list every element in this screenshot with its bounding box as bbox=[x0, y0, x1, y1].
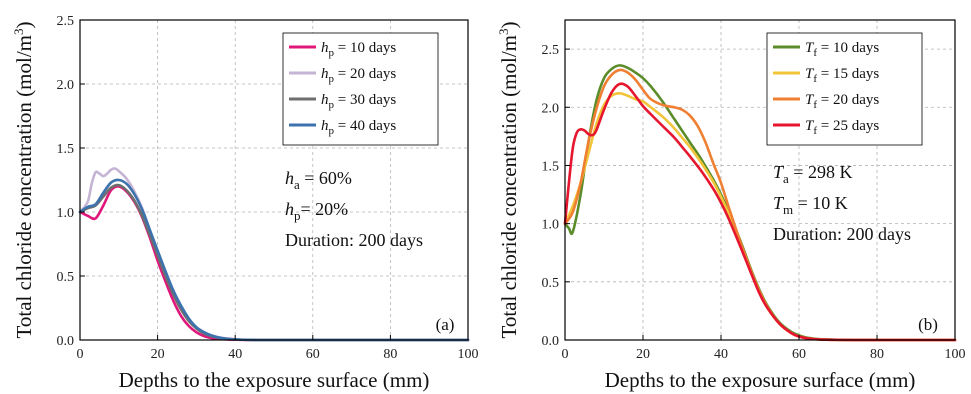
y-tick-label: 0.5 bbox=[57, 270, 75, 285]
x-tick-label: 100 bbox=[945, 347, 966, 362]
chart-panel-b: 0 20 40 60 80 100 0.0 0.5 1.0 1.5 2.0 2.5 Depths to … bbox=[496, 19, 966, 392]
annotation-block: Ta = 298 K Tm = 10 K Duration: 200 days bbox=[773, 162, 911, 244]
annotation-text: Duration: 200 days bbox=[285, 230, 423, 250]
y-tick-label: 1.0 bbox=[542, 218, 560, 233]
y-tick-label: 1.5 bbox=[542, 159, 560, 174]
y-axis-label: Total chloride concentration (mol/m3) bbox=[11, 21, 36, 338]
legend-item: hp = 30 days bbox=[289, 92, 396, 111]
series-line-3 bbox=[78, 183, 470, 342]
chart-panel-a: 0 20 40 60 80 100 0.0 0.5 1.0 1.5 2.0 2.5 Depths to … bbox=[11, 14, 479, 392]
y-tick-label: 0.0 bbox=[542, 334, 560, 349]
x-tick-label: 0 bbox=[562, 347, 569, 362]
legend: Tf = 10 days Tf = 15 days Tf = 20 days Tf =… bbox=[766, 32, 923, 146]
y-tick-label: 1.5 bbox=[57, 142, 75, 157]
x-tick-label: 60 bbox=[792, 347, 806, 362]
y-tick-label: 2.0 bbox=[57, 78, 75, 93]
x-tick-label: 100 bbox=[458, 347, 479, 362]
series-line-4 bbox=[78, 178, 470, 342]
x-axis-label: Depths to the exposure surface (mm) bbox=[605, 368, 916, 392]
annotation-text: Duration: 200 days bbox=[773, 224, 911, 244]
annotation-block: ha = 60% hp= 20% Duration: 200 days bbox=[285, 168, 423, 250]
legend-label: Tf = 20 days bbox=[805, 92, 879, 111]
x-tick-label: 0 bbox=[77, 347, 84, 362]
annotation-text: ha = 60% bbox=[285, 168, 352, 192]
legend-item: hp = 10 days bbox=[289, 40, 396, 59]
annotation-text: Tm = 10 K bbox=[773, 193, 848, 217]
y-axis-label: Total chloride concentration (mol/m3) bbox=[496, 21, 521, 338]
x-tick-label: 80 bbox=[383, 347, 397, 362]
x-tick-label: 80 bbox=[870, 347, 884, 362]
annotation-text: hp= 20% bbox=[285, 199, 348, 223]
legend-item: Tf = 20 days bbox=[773, 92, 879, 111]
series-line-4 bbox=[563, 82, 957, 342]
x-tick-label: 20 bbox=[636, 347, 650, 362]
legend-label: hp = 20 days bbox=[321, 66, 396, 85]
x-tick-label: 40 bbox=[228, 347, 242, 362]
annotation-text: Ta = 298 K bbox=[773, 162, 852, 186]
legend-label: Tf = 15 days bbox=[805, 66, 879, 85]
y-tick-label: 0.5 bbox=[542, 276, 560, 291]
y-tick-label: 2.5 bbox=[542, 43, 560, 58]
ticks: 0 20 40 60 80 100 0.0 0.5 1.0 1.5 2.0 2.5 bbox=[542, 43, 966, 362]
plot-frame bbox=[79, 19, 469, 341]
x-axis-label: Depths to the exposure surface (mm) bbox=[119, 368, 430, 392]
legend-label: Tf = 25 days bbox=[805, 118, 879, 137]
panel-label: (a) bbox=[436, 315, 455, 334]
legend-label: hp = 30 days bbox=[321, 92, 396, 111]
series-line-2 bbox=[78, 167, 470, 342]
series-group bbox=[563, 64, 957, 342]
legend-label: Tf = 10 days bbox=[805, 40, 879, 59]
x-tick-label: 20 bbox=[151, 347, 165, 362]
x-tick-label: 60 bbox=[306, 347, 320, 362]
legend-label: hp = 40 days bbox=[321, 118, 396, 137]
series-group bbox=[78, 167, 470, 342]
x-tick-label: 40 bbox=[714, 347, 728, 362]
y-tick-label: 2.0 bbox=[542, 101, 560, 116]
legend-item: Tf = 10 days bbox=[773, 40, 879, 59]
legend-label: hp = 10 days bbox=[321, 40, 396, 59]
plot-frame bbox=[564, 19, 956, 341]
y-tick-label: 1.0 bbox=[57, 206, 75, 221]
legend-item: Tf = 15 days bbox=[773, 66, 879, 85]
y-tick-label: 0.0 bbox=[57, 334, 75, 349]
legend: hp = 10 days hp = 20 days hp = 30 days hp =… bbox=[282, 32, 439, 146]
y-tick-label: 2.5 bbox=[57, 14, 75, 29]
legend-item: hp = 40 days bbox=[289, 118, 396, 137]
legend-item: hp = 20 days bbox=[289, 66, 396, 85]
panel-label: (b) bbox=[918, 315, 938, 334]
legend-item: Tf = 25 days bbox=[773, 118, 879, 137]
ticks: 0 20 40 60 80 100 0.0 0.5 1.0 1.5 2.0 2.5 bbox=[57, 14, 479, 362]
